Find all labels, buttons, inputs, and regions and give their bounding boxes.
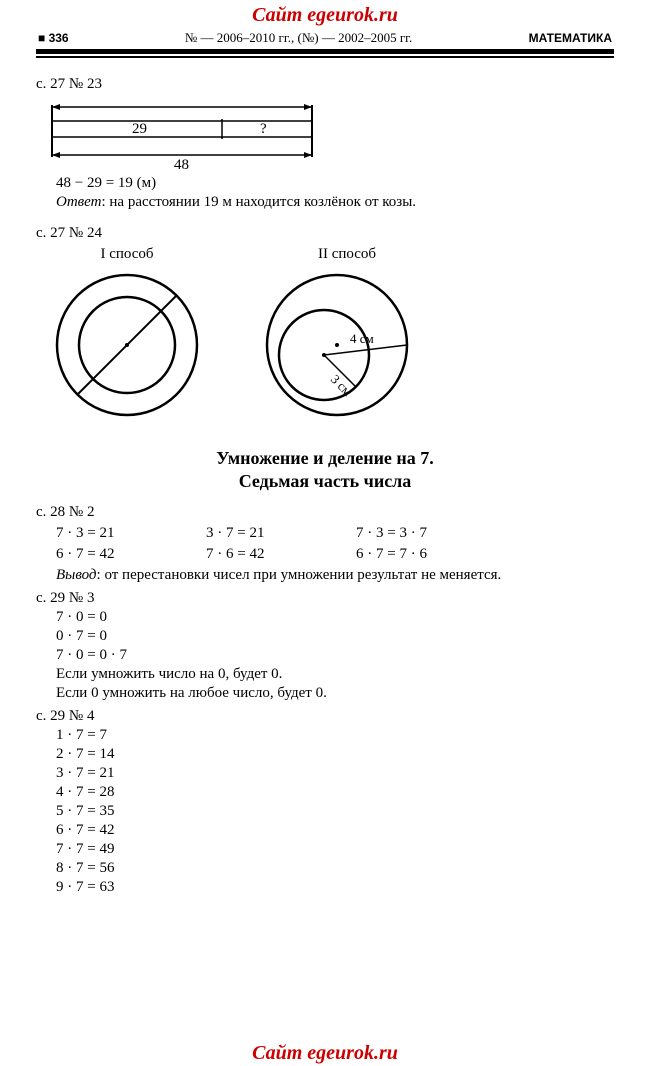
r-inner-label: 3 см bbox=[328, 372, 355, 399]
p2-ref: с. 28 № 2 bbox=[36, 504, 614, 521]
p4-lines: 1 · 7 = 7 2 · 7 = 14 3 · 7 = 21 4 · 7 = … bbox=[56, 727, 614, 896]
seg-total: 48 bbox=[174, 157, 189, 169]
method1-block: I способ bbox=[42, 246, 212, 423]
section-title-l1: Умножение и деление на 7. bbox=[36, 447, 614, 470]
concl-label: Вывод bbox=[56, 567, 97, 583]
circles-diagram-1 bbox=[42, 263, 212, 423]
p23-segment-diagram: 29 ? 48 bbox=[42, 99, 614, 169]
page-number: ■ 336 bbox=[38, 31, 69, 45]
p4-l0: 1 · 7 = 7 bbox=[56, 727, 614, 744]
p23-answer: Ответ: на расстоянии 19 м находится козл… bbox=[56, 194, 614, 211]
p2-table: 7 · 3 = 21 3 · 7 = 21 7 · 3 = 3 · 7 6 · … bbox=[56, 523, 614, 565]
p2-r1-a: 7 · 3 = 21 bbox=[56, 525, 186, 542]
p4-l7: 8 · 7 = 56 bbox=[56, 860, 614, 877]
p3-ex1: Если умножить число на 0, будет 0. bbox=[56, 666, 614, 683]
page-content: ■ 336 № — 2006–2010 гг., (№) — 2002–2005… bbox=[36, 30, 614, 898]
answer-label: Ответ bbox=[56, 194, 101, 210]
p2-block: с. 28 № 2 7 · 3 = 21 3 · 7 = 21 7 · 3 = … bbox=[36, 504, 614, 584]
p3-l1: 0 · 7 = 0 bbox=[56, 628, 614, 645]
answer-text: : на расстоянии 19 м находится козлёнок … bbox=[101, 194, 416, 210]
p3-l0: 7 · 0 = 0 bbox=[56, 609, 614, 626]
header-center: № — 2006–2010 гг., (№) — 2002–2005 гг. bbox=[185, 30, 412, 46]
seg-part2: ? bbox=[260, 121, 267, 137]
p4-l3: 4 · 7 = 28 bbox=[56, 784, 614, 801]
p3-ref: с. 29 № 3 bbox=[36, 590, 614, 607]
section-title-l2: Седьмая часть числа bbox=[36, 470, 614, 493]
p4-l5: 6 · 7 = 42 bbox=[56, 822, 614, 839]
p2-r2-c: 6 · 7 = 7 · 6 bbox=[356, 546, 536, 563]
p4-l6: 7 · 7 = 49 bbox=[56, 841, 614, 858]
p4-block: с. 29 № 4 1 · 7 = 7 2 · 7 = 14 3 · 7 = 2… bbox=[36, 708, 614, 896]
p24-diagrams: I способ II способ 4 см 3 см bbox=[42, 246, 614, 423]
r-outer-label: 4 см bbox=[350, 331, 374, 346]
section-title: Умножение и деление на 7. Седьмая часть … bbox=[36, 447, 614, 492]
p4-l1: 2 · 7 = 14 bbox=[56, 746, 614, 763]
method2-label: II способ bbox=[252, 246, 442, 263]
page-header: ■ 336 № — 2006–2010 гг., (№) — 2002–2005… bbox=[36, 30, 614, 46]
circles-diagram-2: 4 см 3 см bbox=[252, 263, 442, 423]
watermark-bottom: Сайт egeurok.ru bbox=[252, 1042, 398, 1065]
p4-l8: 9 · 7 = 63 bbox=[56, 879, 614, 896]
p2-conclusion: Вывод: от перестановки чисел при умножен… bbox=[56, 567, 614, 584]
p4-ref: с. 29 № 4 bbox=[36, 708, 614, 725]
p2-r2-b: 7 · 6 = 42 bbox=[206, 546, 336, 563]
p2-r2-a: 6 · 7 = 42 bbox=[56, 546, 186, 563]
p4-l4: 5 · 7 = 35 bbox=[56, 803, 614, 820]
p4-l2: 3 · 7 = 21 bbox=[56, 765, 614, 782]
p3-block: с. 29 № 3 7 · 0 = 0 0 · 7 = 0 7 · 0 = 0 … bbox=[36, 590, 614, 702]
header-rule bbox=[36, 49, 614, 58]
p2-r1-c: 7 · 3 = 3 · 7 bbox=[356, 525, 536, 542]
p2-r1-b: 3 · 7 = 21 bbox=[206, 525, 336, 542]
seg-part1: 29 bbox=[132, 121, 147, 137]
p3-lines: 7 · 0 = 0 0 · 7 = 0 7 · 0 = 0 · 7 bbox=[56, 609, 614, 664]
p23-ref: с. 27 № 23 bbox=[36, 76, 614, 93]
watermark-top: Сайт egeurok.ru bbox=[252, 4, 398, 27]
header-subject: МАТЕМАТИКА bbox=[529, 31, 612, 45]
method2-block: II способ 4 см 3 см bbox=[252, 246, 442, 423]
method1-label: I способ bbox=[42, 246, 212, 263]
p24-ref: с. 27 № 24 bbox=[36, 225, 614, 242]
p3-l2: 7 · 0 = 0 · 7 bbox=[56, 647, 614, 664]
p3-ex2: Если 0 умножить на любое число, будет 0. bbox=[56, 685, 614, 702]
concl-text: : от перестановки чисел при умножении ре… bbox=[97, 567, 502, 583]
p23-calc: 48 − 29 = 19 (м) bbox=[56, 175, 614, 192]
